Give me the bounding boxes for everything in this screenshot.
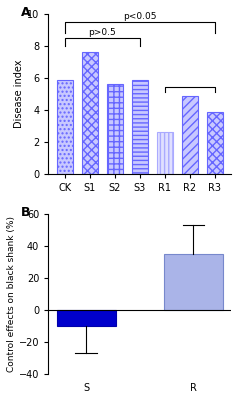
Text: p<0.05: p<0.05 [123, 12, 156, 21]
Bar [157, 132, 173, 174]
Text: A: A [21, 6, 30, 19]
Bar [164, 254, 223, 310]
Bar [207, 112, 223, 174]
Bar [82, 52, 98, 174]
Bar [57, 80, 73, 174]
Bar [132, 80, 148, 174]
Y-axis label: Control effects on black shank (%): Control effects on black shank (%) [7, 216, 16, 372]
Text: p>0.5: p>0.5 [88, 28, 116, 37]
Bar [182, 96, 198, 174]
Y-axis label: Disease index: Disease index [14, 60, 24, 128]
Text: B: B [21, 206, 30, 219]
Bar [57, 310, 115, 326]
Bar [107, 84, 123, 174]
